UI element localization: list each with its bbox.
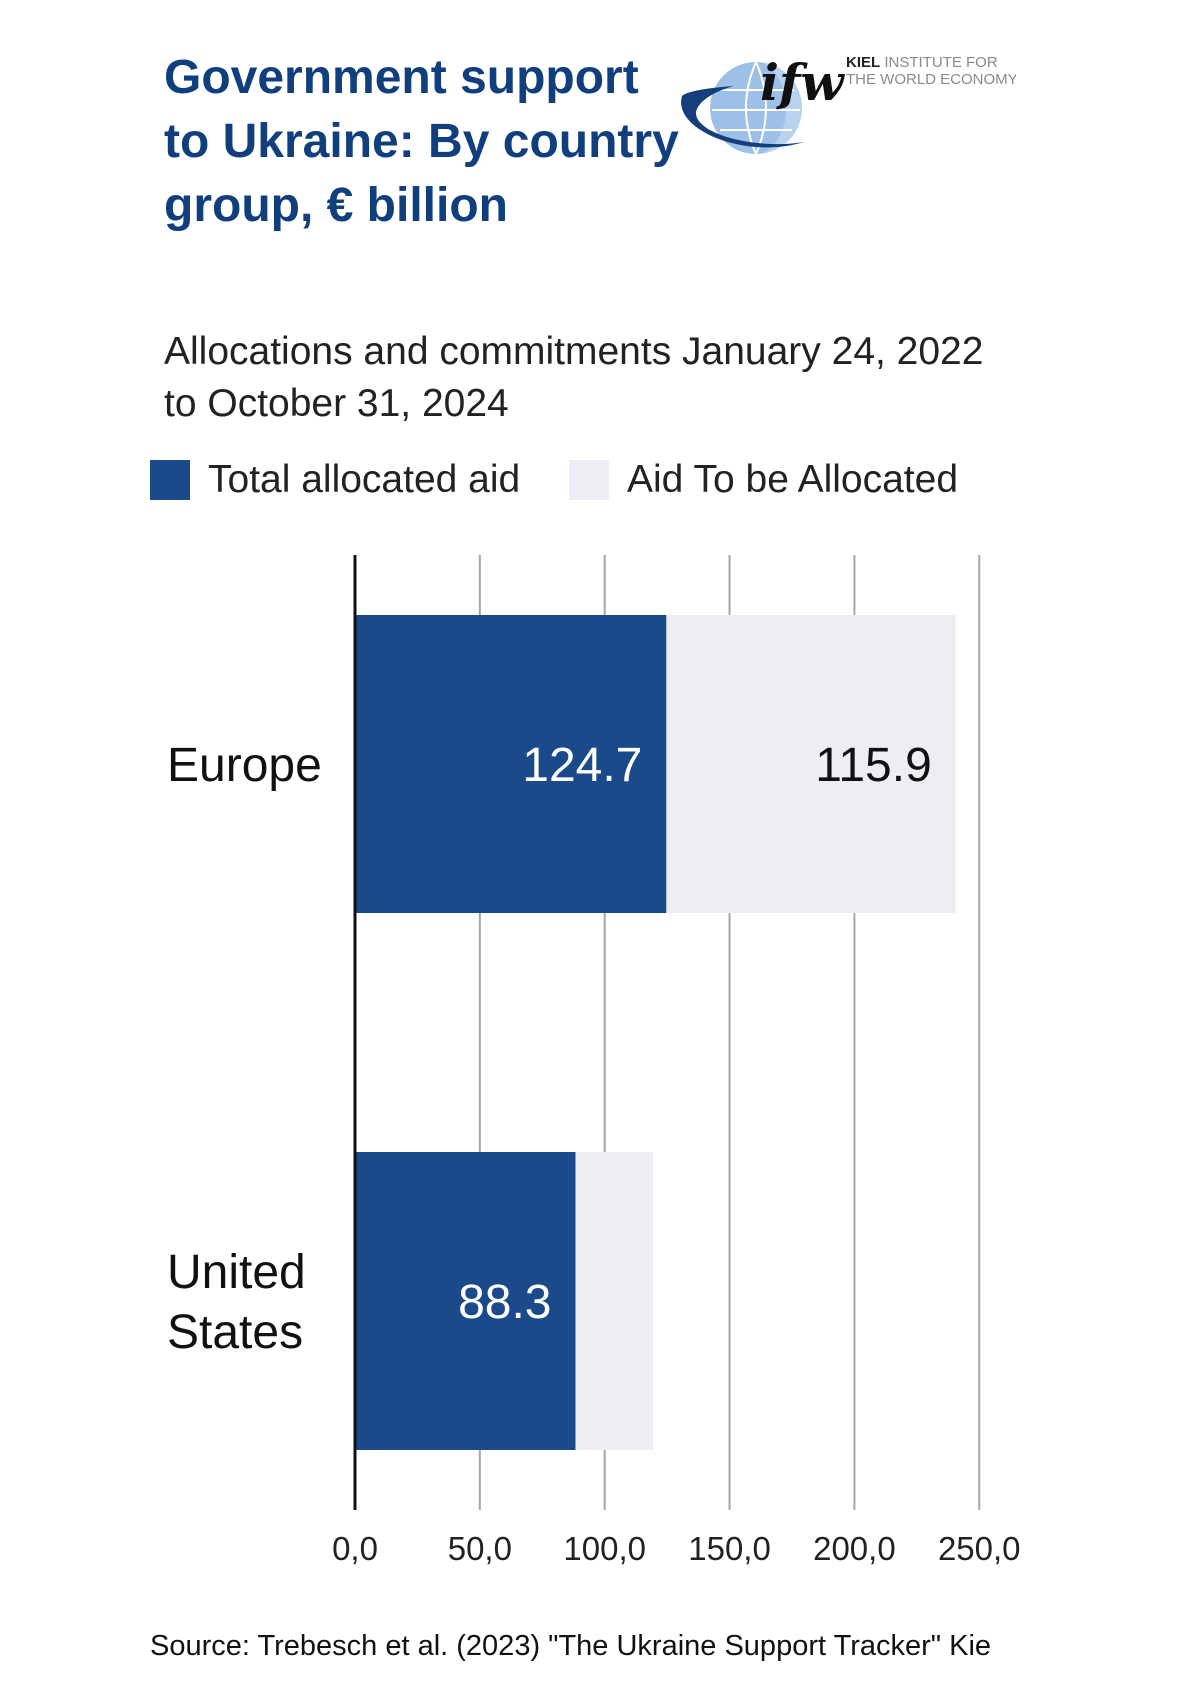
x-tick-label-100: 100,0	[563, 1530, 646, 1567]
bar-1-1	[575, 1152, 654, 1450]
data-label-0-0: 124.7	[522, 739, 642, 792]
globe-logo-icon: ifw KIEL INSTITUTE FOR THE WORLD ECONOMY	[681, 53, 1018, 155]
x-tick-label-50: 50,0	[448, 1530, 512, 1567]
data-label-1-0: 88.3	[458, 1276, 551, 1329]
svg-text:THE WORLD ECONOMY: THE WORLD ECONOMY	[846, 71, 1016, 88]
legend-label-to-be-allocated: Aid To be Allocated	[627, 458, 959, 501]
category-label-0: Europe	[167, 739, 322, 792]
category-label-1: United States	[167, 1246, 306, 1359]
chart-title: Government support to Ukraine: By countr…	[164, 51, 679, 232]
legend-label-allocated: Total allocated aid	[208, 458, 521, 501]
bar-chart: 0,0 50,0 100,0 150,0 200,0 250,0 124.7 115.9 Eur…	[167, 555, 1021, 1567]
x-tick-label-200: 200,0	[813, 1530, 896, 1567]
ifw-logo: ifw KIEL INSTITUTE FOR THE WORLD ECONOMY	[676, 30, 1018, 165]
svg-text:ifw: ifw	[760, 53, 846, 112]
svg-text:KIEL INSTITUTE FOR: KIEL INSTITUTE FOR	[846, 54, 998, 71]
x-tick-label-0: 0,0	[332, 1530, 378, 1567]
legend-swatch-allocated	[150, 460, 190, 500]
bar-0-1	[666, 615, 956, 913]
bar-1-0	[355, 1152, 576, 1450]
x-tick-label-250: 250,0	[938, 1530, 1021, 1567]
x-tick-label-150: 150,0	[688, 1530, 771, 1567]
legend-swatch-to-be-allocated	[569, 460, 609, 500]
bar-0-0	[355, 615, 667, 913]
data-label-0-1: 115.9	[815, 739, 932, 792]
chart-subtitle: Allocations and commitments January 24, …	[164, 330, 984, 425]
source-note: Source: Trebesch et al. (2023) "The Ukra…	[150, 1630, 992, 1662]
